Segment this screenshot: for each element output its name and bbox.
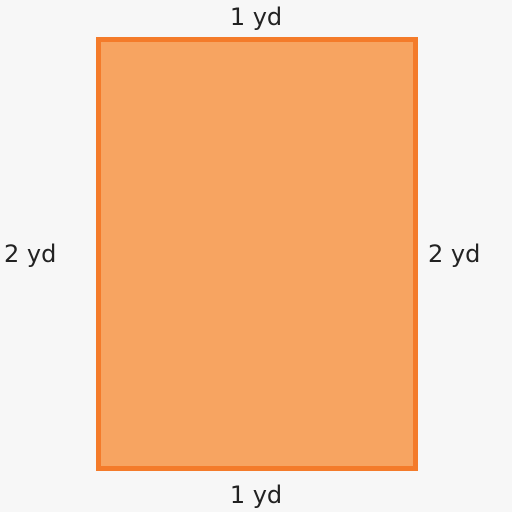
bottom-side-label: 1 yd	[229, 481, 283, 509]
top-side-label: 1 yd	[229, 3, 283, 31]
rectangle-shape	[96, 37, 418, 471]
right-side-label: 2 yd	[428, 240, 481, 268]
left-side-label: 2 yd	[4, 240, 57, 268]
